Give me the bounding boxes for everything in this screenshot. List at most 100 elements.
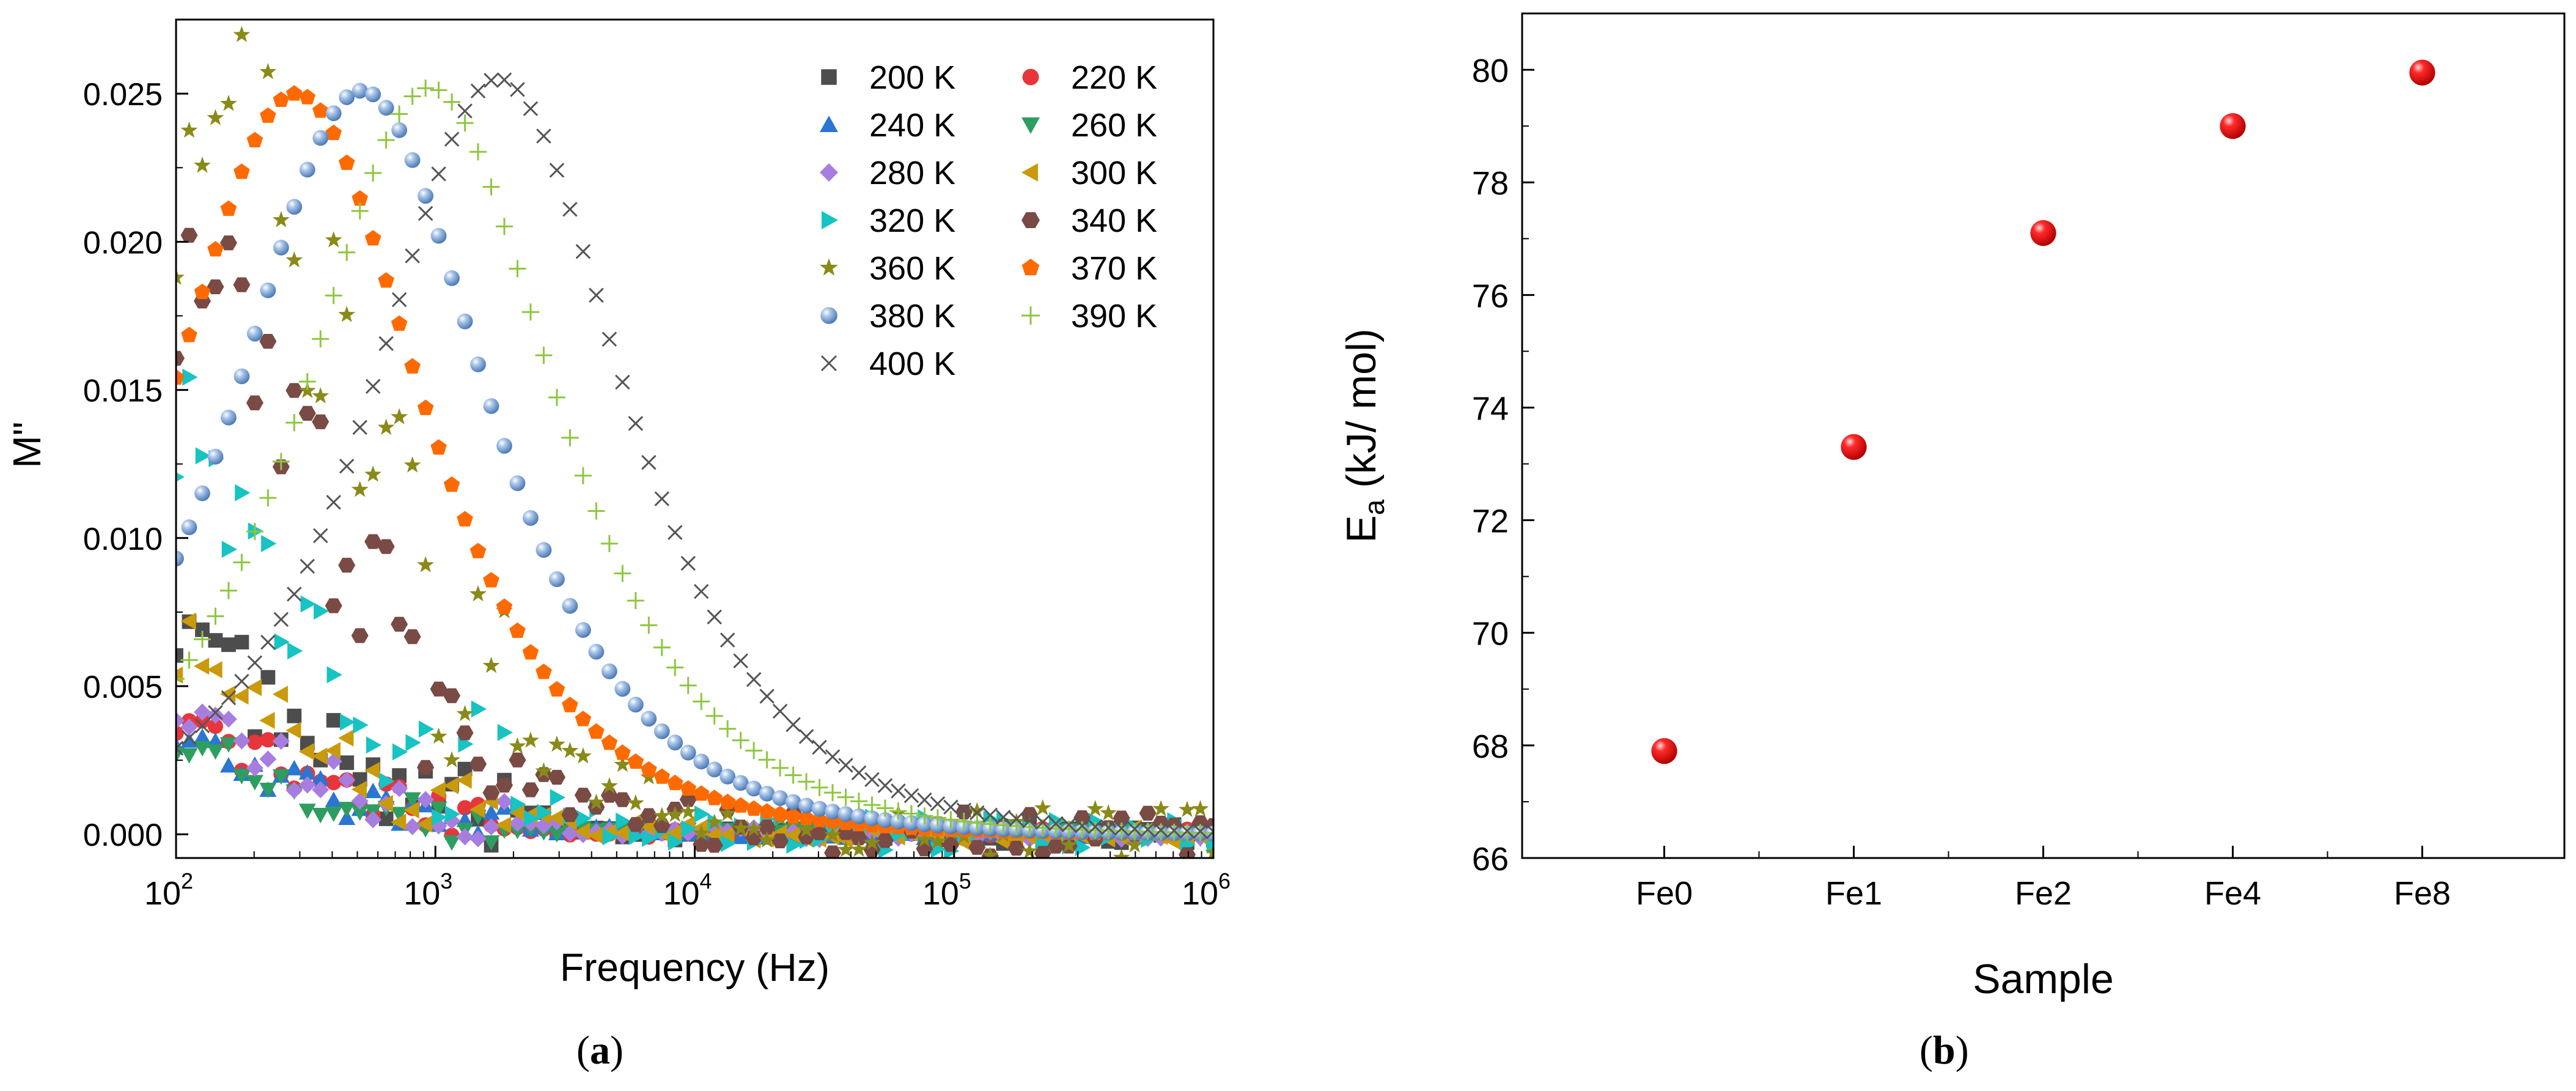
chart-a-point xyxy=(548,808,564,826)
chart-a-point xyxy=(246,679,262,697)
chart-a-point xyxy=(391,408,408,424)
chart-a-point xyxy=(589,287,604,303)
chart-a-point xyxy=(339,89,355,105)
chart-a-point xyxy=(575,244,591,259)
chart-a-point xyxy=(430,227,447,244)
chart-a-point xyxy=(535,664,552,679)
chart-a-point xyxy=(207,744,224,760)
chart-a-point xyxy=(312,102,329,118)
chart-a-point xyxy=(260,107,276,123)
chart-a-point xyxy=(496,218,513,235)
chart-a-point xyxy=(176,350,185,366)
chart-a-point xyxy=(405,248,420,264)
chart-a-point xyxy=(176,472,185,482)
chart-a-point xyxy=(706,790,723,805)
chart-a-point xyxy=(417,556,435,572)
chart-a-point xyxy=(771,805,789,821)
chart-a-series-300-K xyxy=(176,612,1213,851)
chart-a-point xyxy=(432,808,447,826)
chart-a-point xyxy=(929,832,946,849)
chart-a-point xyxy=(681,820,697,838)
chart-a-legend-label: 260 K xyxy=(1071,107,1157,144)
chart-a-point xyxy=(627,817,644,832)
chart-a-point xyxy=(233,769,251,785)
chart-a-legend-marker xyxy=(1021,306,1040,325)
chart-a-point xyxy=(456,828,474,846)
chart-a-point xyxy=(378,812,394,826)
chart-a-point xyxy=(207,607,224,625)
chart-a-point xyxy=(1139,805,1157,821)
chart-a-point xyxy=(864,810,880,826)
chart-b-y-tick-label: 72 xyxy=(1472,503,1509,540)
chart-a-point xyxy=(1205,824,1213,840)
chart-a-point xyxy=(811,801,828,817)
chart-a-point xyxy=(247,655,263,671)
chart-a-point xyxy=(325,742,340,760)
chart-a-point xyxy=(312,130,329,146)
chart-a-point xyxy=(771,833,789,849)
chart-a-point xyxy=(772,790,789,806)
chart-a-point xyxy=(982,807,998,823)
chart-a-point xyxy=(207,661,223,679)
chart-a-plot-area xyxy=(176,26,1213,858)
chart-a-point xyxy=(1152,800,1170,816)
chart-a-point xyxy=(1191,800,1209,816)
chart-a-point xyxy=(391,315,408,331)
chart-a-point xyxy=(601,663,617,679)
chart-a-point xyxy=(221,409,237,426)
chart-a-point xyxy=(745,800,762,816)
chart-a-point xyxy=(642,829,658,847)
chart-b-y-axis-label-unit: (kJ/ mol) xyxy=(1338,328,1385,500)
chart-a-point xyxy=(444,270,460,286)
chart-a-point xyxy=(614,681,631,697)
chart-b-x-tick-label: Fe1 xyxy=(1825,875,1882,912)
chart-a-point xyxy=(194,485,210,501)
chart-a-point xyxy=(616,812,631,830)
chart-a-point xyxy=(338,729,354,747)
chart-b-y-tick-label: 66 xyxy=(1472,841,1509,878)
chart-a-point xyxy=(233,553,251,571)
chart-a-point xyxy=(194,713,210,729)
chart-a-point xyxy=(627,794,644,811)
chart-a-point xyxy=(176,268,185,285)
chart-a-point xyxy=(417,760,435,775)
chart-a-point xyxy=(733,653,748,668)
chart-a-point xyxy=(668,833,684,851)
chart-a-point xyxy=(876,799,894,817)
chart-a-point xyxy=(1009,812,1025,827)
chart-a-point xyxy=(325,791,342,807)
chart-a-point xyxy=(234,368,250,385)
chart-a-point xyxy=(863,796,881,814)
chart-a-point xyxy=(417,815,433,833)
chart-a-series-360-K xyxy=(176,26,1213,858)
chart-a-point xyxy=(273,612,289,627)
chart-a-point xyxy=(667,734,683,751)
chart-a-point xyxy=(587,502,605,520)
chart-a-point xyxy=(246,395,263,410)
chart-b-x-tick-label: Fe4 xyxy=(2204,875,2261,912)
chart-a-point xyxy=(850,830,868,846)
chart-a-point xyxy=(771,759,789,777)
chart-a-point xyxy=(418,720,435,738)
chart-a-point xyxy=(561,824,579,842)
chart-a-point xyxy=(1087,819,1103,835)
chart-a-point xyxy=(1100,804,1117,821)
chart-a-point xyxy=(444,805,461,823)
chart-a-point xyxy=(693,785,710,801)
chart-a-point xyxy=(286,199,303,215)
chart-a-point xyxy=(1021,807,1039,822)
chart-a-point xyxy=(824,845,842,858)
chart-a-point xyxy=(758,751,776,769)
chart-a-legend-label: 340 K xyxy=(1071,202,1157,239)
chart-a-point xyxy=(496,777,513,793)
chart-a-point xyxy=(654,491,670,506)
chart-a-point xyxy=(587,793,605,810)
chart-a-point xyxy=(719,720,737,738)
chart-a-point xyxy=(246,131,263,147)
chart-a-point xyxy=(287,586,302,602)
chart-a-point xyxy=(680,744,696,761)
chart-a-point xyxy=(430,681,447,697)
chart-b-y-axis-label-subscript: a xyxy=(1358,499,1390,515)
chart-a-point xyxy=(745,742,763,760)
chart-a-point xyxy=(917,792,932,808)
